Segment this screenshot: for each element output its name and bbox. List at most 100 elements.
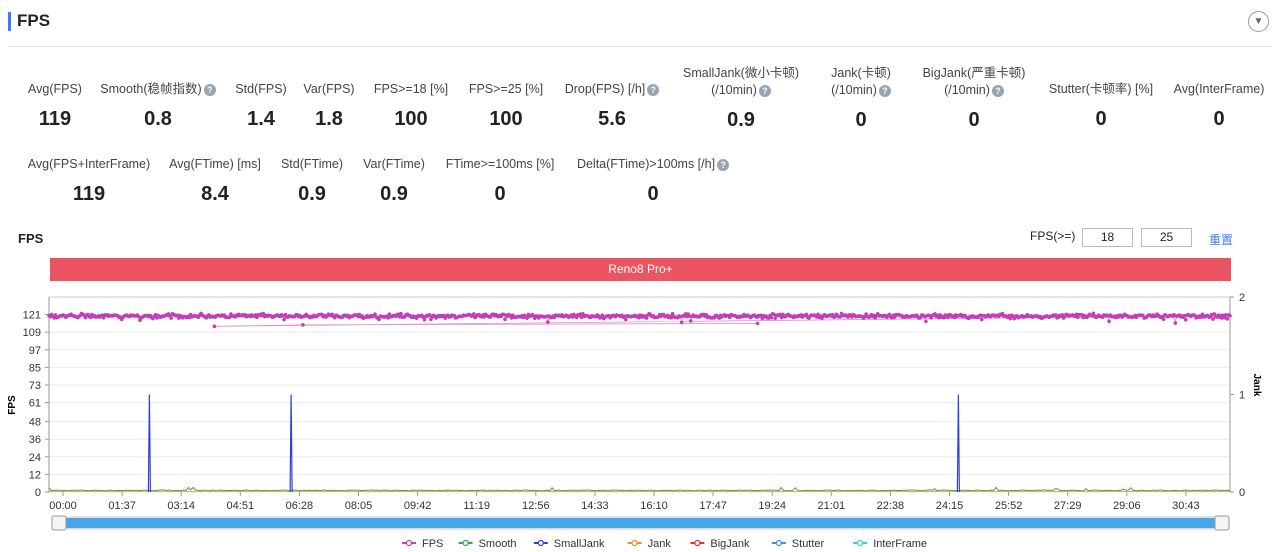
fps-point bbox=[303, 313, 307, 318]
fps-point bbox=[887, 312, 892, 317]
fps-point bbox=[1178, 314, 1183, 319]
fps-point bbox=[814, 315, 819, 319]
fps-point bbox=[78, 313, 82, 318]
fps-point bbox=[1055, 316, 1059, 320]
fps-point bbox=[783, 314, 788, 319]
fps-point bbox=[261, 311, 266, 316]
fps-point bbox=[125, 313, 129, 317]
metric-value: 1.4 bbox=[247, 108, 275, 130]
fps-point bbox=[314, 314, 319, 319]
metric-label: Var(FPS) bbox=[249, 81, 409, 98]
fps-point bbox=[401, 315, 406, 319]
fps-point bbox=[769, 315, 774, 320]
fps-point bbox=[921, 313, 926, 318]
fps-point bbox=[686, 312, 690, 316]
metric-label: Avg(InterFrame) bbox=[1139, 81, 1280, 98]
fps-point bbox=[451, 314, 455, 318]
help-icon[interactable]: ? bbox=[991, 84, 1004, 97]
metric-value: 100 bbox=[489, 108, 523, 130]
fps-point bbox=[1174, 314, 1179, 319]
fps-point bbox=[618, 314, 623, 319]
fps-point bbox=[1125, 313, 1130, 318]
metric-value: 119 bbox=[38, 108, 72, 130]
fps-point bbox=[317, 312, 322, 317]
fps-point bbox=[474, 314, 479, 319]
fps-point bbox=[904, 313, 909, 318]
help-icon[interactable]: ? bbox=[758, 84, 771, 97]
fps-point bbox=[807, 316, 811, 320]
fps-point bbox=[1167, 314, 1171, 318]
fps-point bbox=[171, 313, 176, 317]
fps-point bbox=[512, 315, 516, 319]
fps-point bbox=[252, 314, 257, 318]
metric-value: 0 bbox=[494, 183, 506, 205]
fps-point bbox=[61, 313, 66, 317]
help-icon[interactable]: ? bbox=[878, 84, 891, 97]
fps-point bbox=[735, 315, 740, 320]
fps-point bbox=[93, 315, 98, 319]
fps-point bbox=[1144, 315, 1149, 319]
fps-point bbox=[1193, 313, 1197, 318]
help-icon[interactable]: ? bbox=[647, 83, 660, 96]
fps-point bbox=[174, 314, 179, 318]
fps-point bbox=[972, 315, 976, 319]
threshold-input-1[interactable]: 18 bbox=[1082, 228, 1133, 247]
fps-point bbox=[142, 314, 146, 318]
metric-label: Avg(FPS) bbox=[0, 81, 135, 98]
fps-point bbox=[1085, 315, 1089, 320]
fps-point bbox=[908, 314, 913, 319]
fps-point bbox=[626, 314, 631, 318]
fps-point bbox=[763, 315, 767, 319]
legend-marker bbox=[631, 539, 638, 547]
collapse-icon[interactable]: ▼ bbox=[1248, 11, 1269, 32]
fps-point bbox=[685, 314, 689, 319]
fps-point bbox=[665, 313, 670, 318]
fps-point bbox=[60, 314, 64, 318]
fps-point bbox=[846, 315, 850, 319]
metric-label: FTime>=100ms [%] bbox=[420, 156, 580, 173]
help-icon[interactable]: ? bbox=[203, 83, 216, 96]
metric-r1-0: Avg(FPS) 119 bbox=[0, 81, 135, 131]
fps-point bbox=[461, 313, 466, 318]
fps-point bbox=[552, 315, 557, 320]
fps-point bbox=[889, 315, 893, 319]
fps-point bbox=[560, 313, 564, 317]
smalljank-spike bbox=[956, 394, 960, 493]
metric-label-text: Std(FPS) bbox=[235, 82, 287, 96]
metric-r1-7: SmallJank(微小卡顿) (/10min)? 0.9 bbox=[661, 65, 821, 132]
fps-point bbox=[1017, 315, 1022, 319]
fps-point bbox=[963, 313, 967, 318]
help-icon[interactable]: ? bbox=[717, 158, 730, 171]
fps-point bbox=[153, 312, 158, 317]
device-banner: Reno8 Pro+ bbox=[50, 258, 1231, 281]
fps-point bbox=[1183, 318, 1188, 322]
fps-point bbox=[1180, 313, 1184, 318]
reset-button[interactable]: 重置 bbox=[1209, 233, 1234, 247]
fps-point bbox=[746, 313, 750, 318]
fps-point bbox=[816, 312, 820, 317]
fps-point bbox=[149, 315, 154, 320]
fps-point bbox=[227, 315, 232, 320]
fps-point bbox=[416, 313, 420, 318]
threshold-input-2[interactable]: 25 bbox=[1141, 228, 1192, 247]
fps-point bbox=[1154, 314, 1158, 319]
fps-point bbox=[231, 314, 236, 318]
fps-point bbox=[335, 314, 340, 318]
fps-point bbox=[922, 314, 927, 319]
fps-point bbox=[56, 315, 60, 319]
metric-label-text: Avg(InterFrame) bbox=[1173, 82, 1265, 96]
y-tick-label: 36 bbox=[29, 434, 41, 446]
fps-point bbox=[210, 314, 215, 319]
fps-point bbox=[639, 315, 644, 319]
fps-point bbox=[688, 319, 693, 323]
fps-point bbox=[435, 314, 440, 319]
fps-point bbox=[837, 315, 841, 319]
fps-point bbox=[733, 313, 737, 318]
fps-point bbox=[110, 314, 115, 318]
fps-point bbox=[310, 315, 315, 319]
fps-point bbox=[1196, 315, 1201, 319]
fps-point bbox=[937, 315, 941, 320]
fps-point bbox=[731, 313, 736, 318]
fps-point bbox=[1165, 314, 1170, 319]
fps-point bbox=[1141, 313, 1145, 318]
